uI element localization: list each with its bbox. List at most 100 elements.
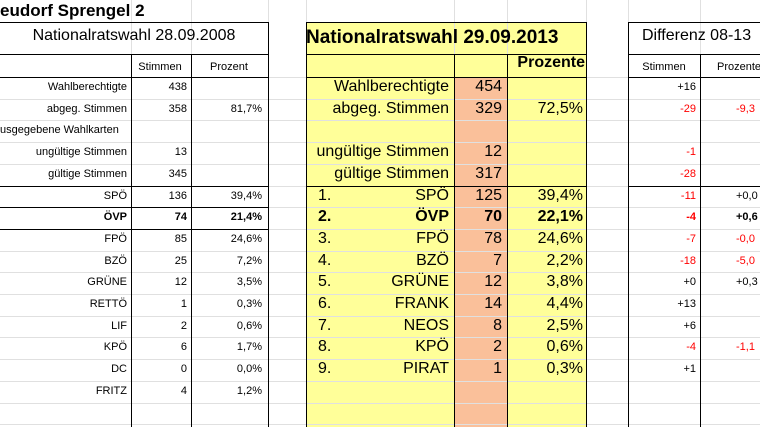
- left-row-label: GRÜNE: [87, 276, 127, 289]
- mid-row-label: ungültige Stimmen: [316, 143, 449, 161]
- mid-row-label: PIRAT: [403, 360, 449, 378]
- left-table-row-border: [0, 229, 269, 230]
- mid-row-prozent: 0,3%: [546, 360, 583, 378]
- left-table-columns-border: [0, 77, 269, 78]
- right-row-stimmen: +16: [677, 81, 696, 93]
- grid-row-line: [0, 403, 760, 404]
- mid-row-number: 5.: [318, 273, 332, 291]
- mid-row-label: BZÖ: [416, 251, 449, 269]
- mid-row-label: Wahlberechtigte: [333, 78, 449, 95]
- left-row-label: SPÖ: [103, 189, 127, 202]
- left-row-label: RETTÖ: [89, 298, 127, 310]
- mid-row-stimmen: 2: [493, 338, 502, 356]
- mid-table-right-border: [586, 22, 587, 427]
- right-row-stimmen: -18: [680, 254, 696, 267]
- grid-row-line: [0, 316, 760, 317]
- right-row-stimmen: -11: [680, 189, 696, 202]
- mid-table-left-border: [306, 22, 307, 427]
- left-row-label: Wahlberechtigte: [47, 81, 127, 93]
- grid-row-line: [0, 337, 760, 338]
- right-row-prozent: -1,1: [736, 341, 755, 354]
- grid-row-line: [0, 142, 760, 143]
- right-row-stimmen: +0: [683, 276, 696, 289]
- left-row-label: usgegebene Wahlkarten: [0, 124, 119, 137]
- right-row-stimmen: -1: [686, 146, 696, 159]
- highlight-stimmen-2013: [454, 77, 507, 427]
- left-row-label: gültige Stimmen: [48, 167, 127, 180]
- left-table-title: Nationalratswahl 28.09.2008: [32, 27, 236, 44]
- mid-table-col-border: [454, 54, 455, 427]
- mid-row-number: 7.: [318, 316, 332, 334]
- grid-row-line: [0, 272, 760, 273]
- mid-row-stimmen: 7: [493, 251, 502, 269]
- right-row-stimmen: +13: [677, 298, 696, 310]
- grid-row-line: [0, 229, 760, 230]
- left-row-prozent: 39,4%: [230, 189, 262, 202]
- left-row-prozent: 1,7%: [236, 341, 262, 354]
- right-row-prozent: +0,0: [736, 189, 758, 202]
- mid-row-stimmen: 317: [475, 164, 502, 182]
- left-row-label: BZÖ: [104, 254, 127, 267]
- right-col-prozent: Prozente: [717, 61, 760, 73]
- mid-row-stimmen: 70: [484, 208, 502, 226]
- left-row-prozent: 7,2%: [236, 254, 262, 267]
- left-row-stimmen: 345: [168, 167, 187, 180]
- right-col-stimmen: Stimmen: [642, 61, 686, 73]
- right-row-stimmen: -4: [686, 211, 696, 224]
- mid-row-stimmen: 78: [484, 229, 502, 247]
- mid-row-prozent: 4,4%: [546, 295, 583, 312]
- right-row-stimmen: -4: [686, 341, 696, 354]
- mid-row-number: 1.: [318, 186, 332, 204]
- left-row-stimmen: 358: [168, 102, 187, 115]
- left-row-stimmen: 1: [180, 298, 187, 310]
- mid-row-stimmen: 12: [484, 143, 502, 161]
- mid-row-label: gültige Stimmen: [334, 164, 449, 182]
- mid-table-col-border: [507, 54, 508, 427]
- right-row-stimmen: -28: [680, 167, 696, 180]
- mid-table-header-border: [306, 54, 587, 55]
- grid-row-line: [0, 164, 760, 165]
- mid-row-label: KPÖ: [415, 338, 449, 356]
- mid-row-stimmen: 454: [475, 78, 502, 95]
- left-row-prozent: 3,5%: [236, 276, 262, 289]
- mid-table-top-border: [306, 22, 587, 23]
- mid-row-prozent: 0,6%: [546, 338, 583, 356]
- mid-row-prozent: 22,1%: [537, 208, 583, 226]
- right-row-prozent: +0,3: [736, 276, 758, 289]
- left-table-col-border: [191, 54, 192, 427]
- mid-row-stimmen: 14: [484, 295, 502, 312]
- grid-row-line: [0, 251, 760, 252]
- left-table-right-border: [268, 22, 269, 427]
- left-table-top-border: [0, 22, 269, 23]
- mid-row-number: 6.: [318, 295, 332, 312]
- left-row-stimmen: 4: [180, 384, 187, 397]
- left-row-prozent: 0,0%: [236, 363, 262, 376]
- mid-row-label: GRÜNE: [391, 273, 449, 291]
- left-row-prozent: 0,6%: [236, 319, 262, 332]
- mid-row-stimmen: 8: [493, 316, 502, 334]
- right-row-stimmen: +1: [683, 363, 696, 376]
- mid-table-section-border: [306, 186, 587, 187]
- right-table-columns-border: [628, 77, 760, 78]
- left-col-stimmen: Stimmen: [138, 61, 182, 73]
- grid-row-line: [0, 424, 760, 425]
- right-row-stimmen: -7: [686, 232, 696, 245]
- grid-row-line: [0, 207, 760, 208]
- right-row-prozent: +0,6: [736, 211, 758, 224]
- left-table-header-border: [0, 54, 269, 55]
- left-row-label: LIF: [111, 319, 127, 332]
- mid-row-stimmen: 1: [493, 360, 502, 378]
- mid-row-number: 8.: [318, 338, 332, 356]
- left-row-stimmen: 438: [168, 81, 187, 93]
- left-row-label: FPÖ: [104, 232, 127, 245]
- left-row-stimmen: 12: [174, 276, 187, 289]
- mid-row-number: 3.: [318, 229, 332, 247]
- left-row-prozent: 1,2%: [236, 384, 262, 397]
- left-table-row-border: [0, 207, 269, 208]
- mid-row-stimmen: 125: [475, 186, 502, 204]
- left-row-label: ungültige Stimmen: [35, 146, 127, 159]
- mid-row-prozent: 72,5%: [537, 99, 583, 117]
- mid-row-prozent: 2,2%: [546, 251, 583, 269]
- left-row-stimmen: 74: [174, 211, 187, 224]
- mid-row-number: 9.: [318, 360, 332, 378]
